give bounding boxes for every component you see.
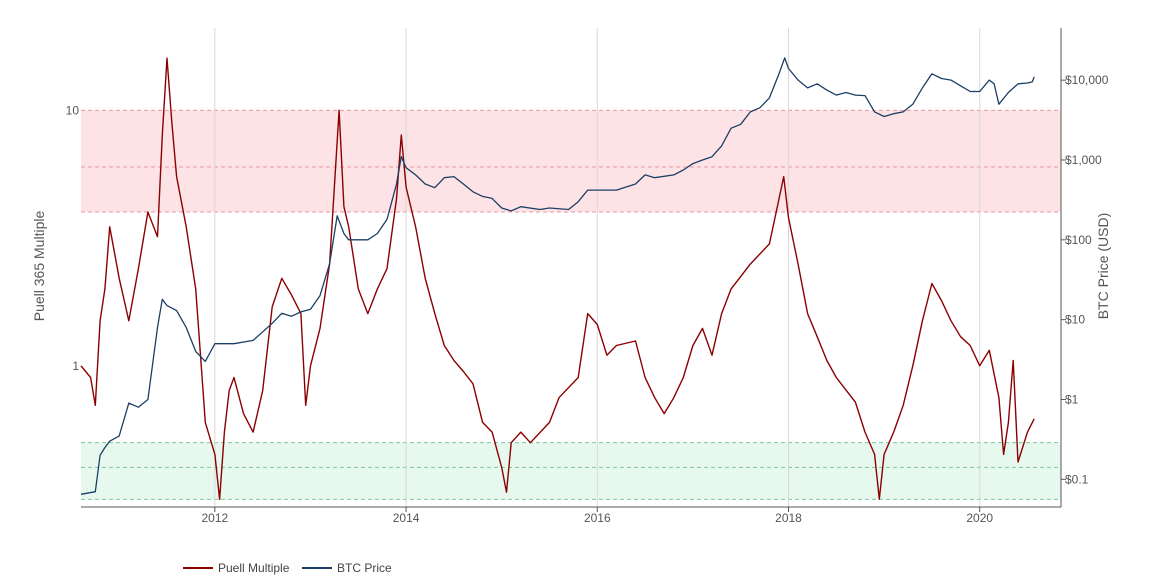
x-tick-label: 2012 xyxy=(202,511,229,525)
overvalued-band xyxy=(81,110,1061,212)
undervalued-band xyxy=(81,442,1061,500)
right-tick-label: $10 xyxy=(1065,313,1085,327)
right-tick-label: $1,000 xyxy=(1065,153,1102,167)
x-tick-label: 2016 xyxy=(584,511,611,525)
right-tick-label: $1 xyxy=(1065,392,1079,406)
legend-label-btc-price: BTC Price xyxy=(337,561,392,575)
left-tick-label: 10 xyxy=(66,103,80,117)
x-tick-label: 2014 xyxy=(393,511,420,525)
left-axis-title: Puell 365 Multiple xyxy=(31,211,47,322)
grid-layer xyxy=(214,28,981,507)
right-tick-label: $0.1 xyxy=(1065,472,1089,486)
btc-price-line xyxy=(80,57,1035,495)
legend: Puell Multiple BTC Price xyxy=(183,561,392,575)
x-tick-label: 2020 xyxy=(966,511,993,525)
series-layer xyxy=(80,57,1035,500)
right-tick-label: $100 xyxy=(1065,233,1092,247)
legend-label-puell-multiple: Puell Multiple xyxy=(218,561,290,575)
x-tick-label: 2018 xyxy=(775,511,802,525)
puell-multiple-line xyxy=(80,57,1035,500)
right-tick-label: $10,000 xyxy=(1065,73,1109,87)
left-tick-label: 1 xyxy=(72,359,79,373)
right-axis-title: BTC Price (USD) xyxy=(1095,213,1111,320)
axes-layer: Puell 365 Multiple BTC Price (USD) 2012 2… xyxy=(31,28,1111,525)
band-layer xyxy=(81,109,1061,500)
